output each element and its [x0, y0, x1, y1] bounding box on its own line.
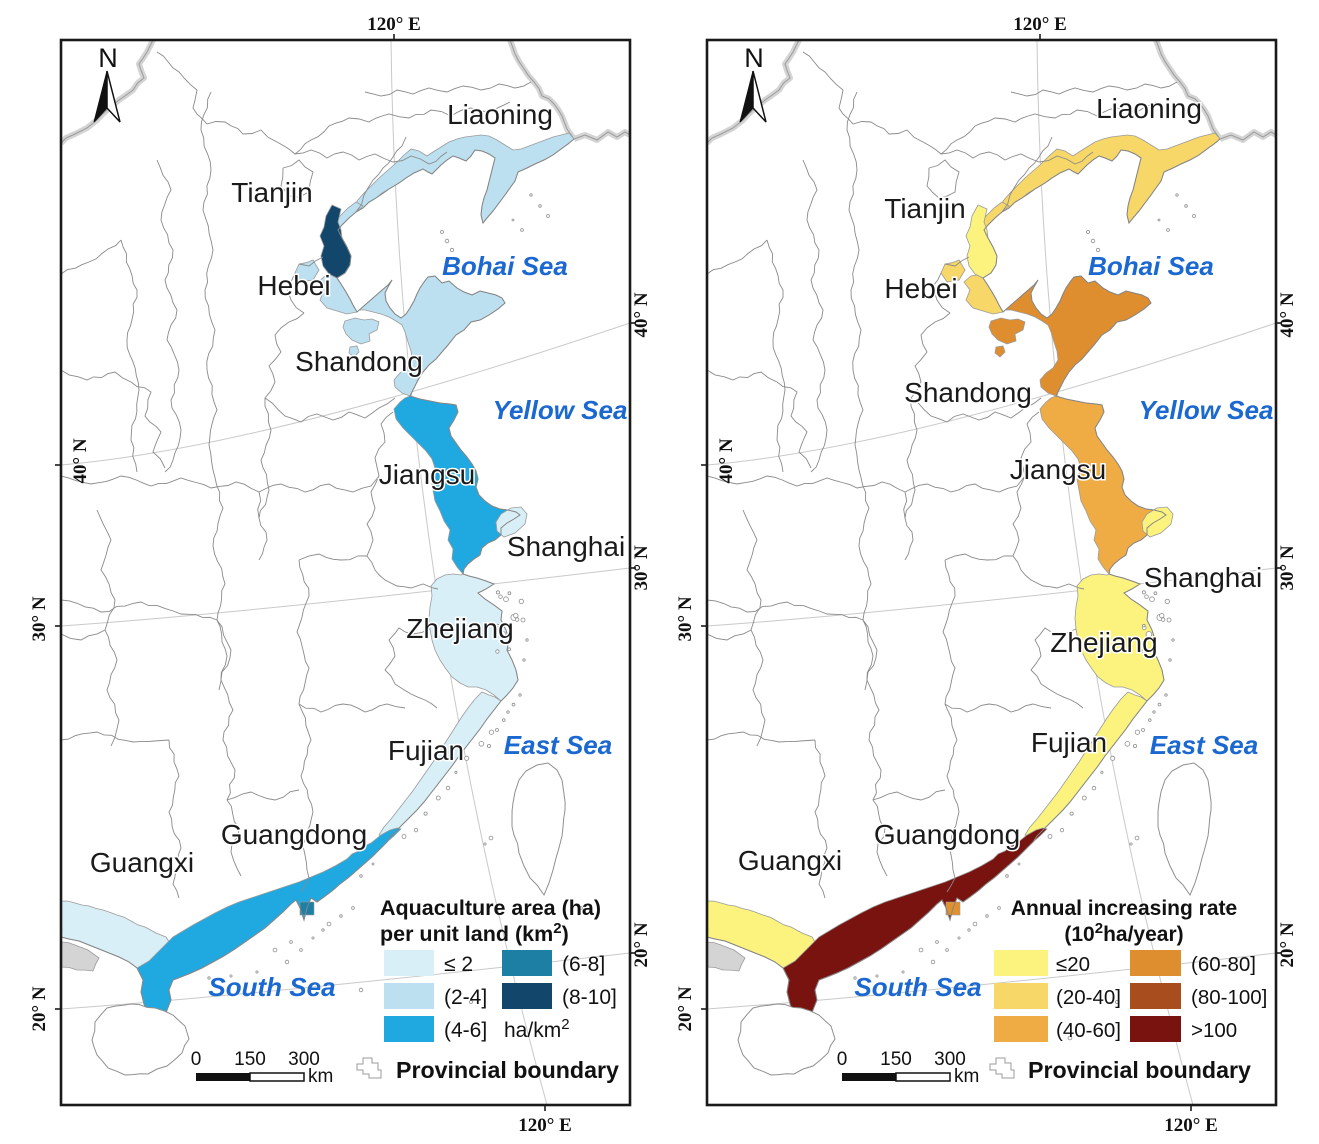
svg-text:(40-60]: (40-60] — [1056, 1019, 1121, 1042]
svg-text:N: N — [744, 43, 764, 73]
svg-text:Liaoning: Liaoning — [447, 99, 553, 130]
svg-text:(6-8]: (6-8] — [562, 953, 605, 976]
svg-text:km: km — [954, 1066, 979, 1087]
svg-text:km: km — [308, 1066, 333, 1087]
svg-text:Bohai Sea: Bohai Sea — [442, 251, 568, 281]
svg-text:Fujian: Fujian — [1031, 727, 1107, 758]
svg-text:≤ 2: ≤ 2 — [444, 953, 473, 976]
svg-text:20° N: 20° N — [29, 986, 50, 1031]
svg-text:120° E: 120° E — [518, 1115, 572, 1136]
svg-text:300: 300 — [934, 1049, 966, 1070]
svg-text:30° N: 30° N — [1277, 545, 1298, 590]
svg-text:150: 150 — [880, 1049, 912, 1070]
svg-text:40° N: 40° N — [70, 438, 91, 483]
svg-text:Liaoning: Liaoning — [1096, 93, 1202, 124]
svg-text:Guangdong: Guangdong — [874, 819, 1020, 850]
svg-text:40° N: 40° N — [1277, 292, 1298, 337]
svg-text:≤20: ≤20 — [1056, 953, 1090, 976]
svg-text:(20-40]: (20-40] — [1056, 986, 1121, 1009]
svg-text:30° N: 30° N — [631, 545, 652, 590]
svg-text:Tianjin: Tianjin — [884, 193, 965, 224]
svg-text:Shandong: Shandong — [295, 346, 423, 377]
svg-text:East Sea: East Sea — [504, 730, 612, 760]
svg-text:Zhejiang: Zhejiang — [1050, 627, 1157, 658]
svg-text:20° N: 20° N — [1277, 922, 1298, 967]
svg-text:30° N: 30° N — [29, 596, 50, 641]
svg-text:0: 0 — [191, 1049, 202, 1070]
svg-text:30° N: 30° N — [675, 596, 696, 641]
svg-text:150: 150 — [234, 1049, 266, 1070]
svg-text:Annual increasing rate: Annual increasing rate — [1011, 897, 1237, 920]
svg-text:Shanghai: Shanghai — [507, 531, 625, 562]
svg-text:Fujian: Fujian — [388, 735, 464, 766]
svg-text:per unit land (km2): per unit land (km2) — [380, 920, 569, 946]
svg-text:Guangdong: Guangdong — [221, 819, 367, 850]
svg-text:Guangxi: Guangxi — [90, 847, 194, 878]
svg-text:20° N: 20° N — [631, 922, 652, 967]
svg-text:0: 0 — [837, 1049, 848, 1070]
svg-text:East Sea: East Sea — [1150, 730, 1258, 760]
svg-text:Jiangsu: Jiangsu — [379, 459, 476, 490]
svg-text:Provincial boundary: Provincial boundary — [396, 1057, 619, 1083]
svg-text:ha/km2: ha/km2 — [504, 1016, 570, 1042]
svg-text:Yellow Sea: Yellow Sea — [1139, 395, 1274, 425]
svg-text:Zhejiang: Zhejiang — [406, 613, 513, 644]
svg-text:120° E: 120° E — [367, 14, 421, 35]
svg-text:Aquaculture area (ha): Aquaculture area (ha) — [380, 896, 601, 920]
svg-text:Yellow Sea: Yellow Sea — [493, 395, 628, 425]
svg-text:(4-6]: (4-6] — [444, 1019, 487, 1042]
svg-text:Shanghai: Shanghai — [1144, 562, 1262, 593]
svg-text:40° N: 40° N — [631, 292, 652, 337]
svg-text:Jiangsu: Jiangsu — [1010, 454, 1107, 485]
svg-text:40° N: 40° N — [716, 438, 737, 483]
svg-text:Hebei: Hebei — [257, 270, 330, 301]
svg-text:N: N — [98, 43, 118, 73]
svg-text:Provincial boundary: Provincial boundary — [1028, 1057, 1251, 1083]
svg-text:South Sea: South Sea — [208, 972, 335, 1002]
svg-text:Shandong: Shandong — [904, 377, 1032, 408]
svg-text:Guangxi: Guangxi — [738, 845, 842, 876]
svg-text:(8-10]: (8-10] — [562, 986, 617, 1009]
svg-text:Bohai Sea: Bohai Sea — [1088, 251, 1214, 281]
svg-text:(102ha/year): (102ha/year) — [1064, 920, 1183, 946]
svg-text:Tianjin: Tianjin — [231, 177, 312, 208]
svg-text:(60-80]: (60-80] — [1191, 953, 1256, 976]
svg-text:Hebei: Hebei — [884, 273, 957, 304]
svg-text:120° E: 120° E — [1013, 14, 1067, 35]
svg-text:120° E: 120° E — [1164, 1115, 1218, 1136]
svg-text:(80-100]: (80-100] — [1191, 986, 1267, 1009]
svg-text:>100: >100 — [1191, 1019, 1237, 1042]
svg-text:South Sea: South Sea — [854, 972, 981, 1002]
svg-text:20° N: 20° N — [675, 986, 696, 1031]
svg-text:300: 300 — [288, 1049, 320, 1070]
svg-text:(2-4]: (2-4] — [444, 986, 487, 1009]
